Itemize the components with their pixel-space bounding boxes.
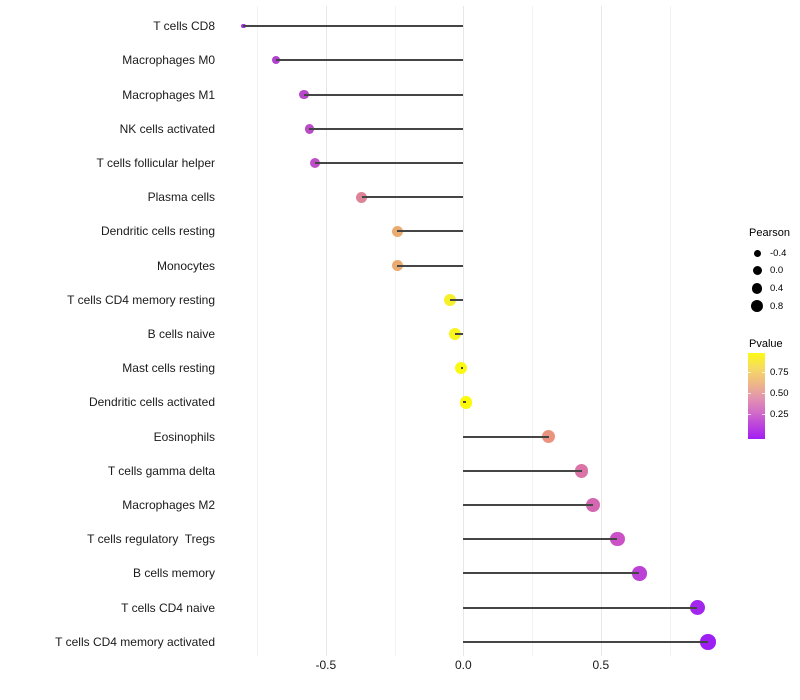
y-axis-label: Plasma cells — [147, 190, 215, 205]
y-axis-label: Macrophages M1 — [122, 87, 215, 102]
lollipop-stem — [463, 606, 698, 609]
lollipop-stem — [463, 640, 709, 643]
lollipop-stem — [303, 93, 464, 96]
data-point-dot — [574, 464, 589, 478]
legend-pearson-key-label: -0.4 — [770, 247, 787, 259]
legend-pearson-key-label: 0.0 — [770, 265, 784, 277]
lollipop-stem — [460, 367, 464, 370]
y-axis-label: T cells CD4 naive — [121, 600, 215, 615]
colorbar-tick-mark — [762, 393, 765, 395]
major-gridline — [463, 6, 465, 656]
y-axis-label: Dendritic cells resting — [100, 224, 215, 239]
colorbar-tick-mark — [762, 414, 765, 416]
y-axis-label: B cells naive — [147, 327, 215, 341]
legend-pearson-key-dot — [753, 249, 761, 257]
legend-pearson-key-label: 0.8 — [770, 300, 784, 312]
lollipop-stem — [361, 196, 464, 199]
y-axis-label: Eosinophils — [153, 429, 215, 444]
lollipop-stem — [314, 162, 464, 164]
data-point-dot — [700, 634, 716, 650]
minor-gridline — [257, 6, 259, 656]
lollipop-stem — [463, 572, 640, 575]
y-axis-label: T cells CD4 memory resting — [67, 292, 215, 307]
legend-pvalue-title: Pvalue — [749, 338, 783, 350]
colorbar-tick-mark — [748, 414, 751, 416]
data-point-dot — [610, 531, 625, 547]
colorbar-tick-mark — [748, 393, 751, 395]
y-axis-label: B cells memory — [132, 566, 215, 581]
y-axis-label: Macrophages M0 — [122, 53, 215, 68]
legend-pearson-key-dot — [751, 300, 763, 313]
legend-pvalue-tick-label: 0.25 — [770, 408, 789, 420]
y-axis-label: T cells gamma delta — [107, 463, 215, 478]
major-gridline — [600, 6, 602, 656]
y-axis-label: T cells CD8 — [153, 19, 215, 34]
lollipop-stem — [455, 333, 464, 335]
y-axis-label: Dendritic cells activated — [88, 395, 215, 410]
minor-gridline — [532, 6, 534, 656]
minor-gridline — [669, 6, 671, 656]
legend-pearson-key-dot — [751, 283, 763, 294]
lollipop-stem — [397, 230, 464, 233]
data-point-dot — [459, 396, 473, 409]
lollipop-stem — [243, 25, 464, 28]
major-gridline — [325, 6, 327, 656]
legend-pearson-key-dot — [752, 266, 762, 276]
y-axis-label: Monocytes — [156, 258, 215, 273]
legend-pearson-key-label: 0.4 — [770, 283, 784, 294]
data-point-dot — [689, 600, 705, 616]
y-axis-label: T cells regulatory Tregs — [87, 532, 215, 547]
lollipop-stem — [397, 264, 464, 267]
y-axis-label: Macrophages M2 — [122, 498, 215, 512]
minor-gridline — [394, 6, 396, 656]
lollipop-stem — [463, 504, 593, 506]
colorbar-tick-mark — [762, 372, 765, 374]
data-point-dot — [542, 430, 556, 444]
legend-pvalue-tick-label: 0.75 — [770, 366, 789, 378]
lollipop-stem — [463, 538, 618, 541]
data-point-dot — [632, 566, 647, 581]
y-axis-label: Mast cells resting — [122, 361, 215, 376]
lollipop-stem — [463, 401, 467, 404]
lollipop-stem — [463, 469, 582, 472]
y-axis-label: NK cells activated — [119, 121, 215, 136]
x-axis-tick-label: -0.5 — [315, 658, 337, 672]
data-point-dot — [585, 498, 600, 512]
lollipop-stem — [449, 298, 464, 301]
y-axis-label: T cells follicular helper — [96, 156, 216, 170]
lollipop-stem — [309, 127, 464, 130]
y-axis-label: T cells CD4 memory activated — [55, 634, 215, 649]
colorbar-tick-mark — [748, 372, 751, 374]
legend-pearson-title: Pearson — [749, 227, 790, 239]
pvalue-colorbar-gradient — [748, 353, 765, 439]
x-axis-tick-label: 0.5 — [592, 658, 610, 672]
x-axis-tick-label: 0.0 — [454, 658, 472, 672]
legend-pvalue-tick-label: 0.50 — [770, 387, 789, 399]
lollipop-stem — [463, 435, 549, 438]
lollipop-stem — [276, 59, 464, 62]
